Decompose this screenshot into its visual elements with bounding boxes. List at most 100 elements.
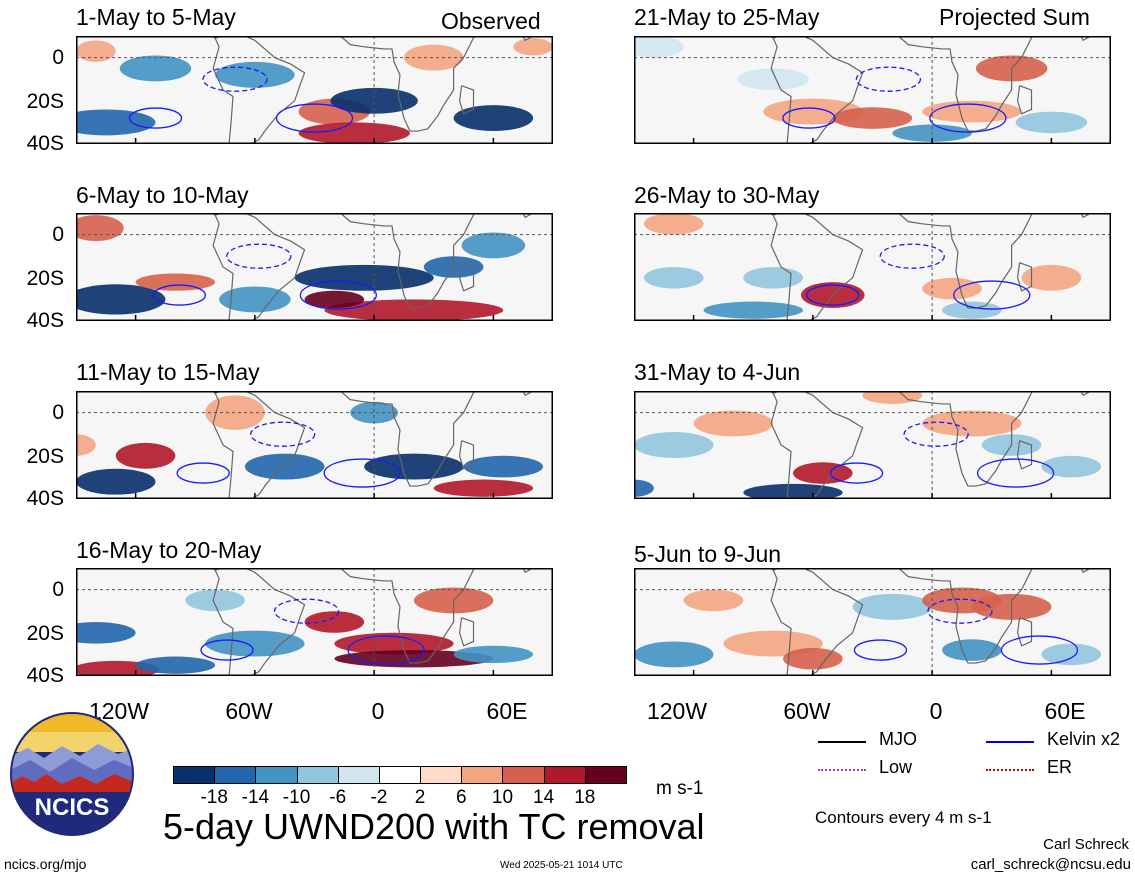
- anomaly-blob: [513, 38, 553, 56]
- map-frame: [634, 36, 1111, 144]
- coastline: [772, 568, 864, 676]
- contour-note: Contours every 4 m s-1: [815, 808, 992, 827]
- x-tick-0-right: 0: [929, 698, 943, 724]
- anomaly-blob: [453, 645, 534, 664]
- coastline: [212, 569, 234, 676]
- units-label: m s-1: [656, 778, 704, 799]
- kelvin-contour: [273, 598, 340, 624]
- panel-title-proj-3: 31-May to 4-Jun: [634, 359, 801, 385]
- anomaly-blob: [1021, 264, 1082, 291]
- colorbar-bin: [173, 766, 216, 784]
- coastline: [897, 213, 1034, 309]
- anomaly-blob: [852, 593, 933, 620]
- coastline: [339, 568, 476, 664]
- logo-text: NCICS: [35, 794, 110, 821]
- coastline: [339, 36, 476, 132]
- anomaly-blob: [219, 286, 291, 313]
- timestamp: Wed 2025-05-21 1014 UTC: [500, 860, 623, 871]
- map-frame: [634, 213, 1111, 321]
- colorbar-bin: [378, 766, 422, 784]
- legend-er-label: ER: [1047, 757, 1073, 777]
- anomaly-blob: [76, 622, 136, 644]
- y-tick-20s-row3: 20S: [26, 445, 64, 468]
- anomaly-blob: [76, 468, 156, 495]
- coastline: [212, 214, 234, 321]
- anomaly-blob: [298, 122, 410, 144]
- coastline: [1016, 617, 1033, 647]
- anomaly-blob: [942, 639, 1002, 661]
- map-frame: [76, 391, 553, 499]
- map-svg: [634, 391, 1111, 499]
- kelvin-contour: [299, 280, 378, 310]
- kelvin-contour: [323, 458, 401, 488]
- kelvin-contour: [929, 103, 1007, 133]
- map-panel-obs-2: [76, 213, 553, 321]
- y-tick-0-row1: 0: [52, 46, 64, 69]
- map-panel-proj-2: [634, 213, 1111, 321]
- coastline: [458, 262, 475, 292]
- anomaly-blob: [743, 483, 843, 499]
- anomaly-blob: [215, 61, 295, 88]
- panel-title-proj-2: 26-May to 30-May: [634, 182, 820, 208]
- main-title: 5-day UWND200 with TC removal: [163, 806, 705, 847]
- y-tick-20s-row4: 20S: [26, 622, 64, 645]
- colorbar-tick-label: 10: [491, 787, 514, 808]
- anomaly-blob: [76, 284, 166, 315]
- x-tick-60e-right: 60E: [1044, 698, 1086, 724]
- legend-low-label: Low: [879, 757, 913, 777]
- coastline: [458, 440, 475, 470]
- coastline: [214, 213, 306, 321]
- kelvin-contour: [953, 280, 1031, 310]
- kelvin-contour: [202, 66, 268, 92]
- map-svg: [76, 568, 553, 676]
- anomaly-blob: [76, 434, 96, 456]
- map-panel-obs-4: [76, 568, 553, 676]
- anomaly-blob: [304, 290, 365, 309]
- legend-mjo-line: [818, 741, 866, 743]
- kelvin-contour: [152, 284, 206, 306]
- anomaly-blob: [1041, 643, 1102, 666]
- panel-title-obs-1: 1-May to 5-May: [76, 4, 236, 30]
- coastline: [772, 213, 864, 321]
- colorbar-tick-label: -18: [200, 787, 228, 808]
- anomaly-blob: [942, 301, 1002, 319]
- panel-title-obs-3: 11-May to 15-May: [76, 359, 260, 385]
- x-tick-60w-left: 60W: [225, 698, 273, 724]
- anomaly-blob: [1041, 455, 1102, 478]
- coastline: [458, 85, 475, 115]
- coastline: [1016, 85, 1033, 115]
- y-tick-20s-row1: 20S: [26, 90, 64, 113]
- anomaly-blob: [793, 462, 853, 484]
- coastline: [1080, 391, 1092, 397]
- anomaly-blob: [634, 432, 714, 458]
- map-frame: [634, 568, 1111, 676]
- anomaly-blob: [205, 630, 305, 657]
- legend-kelvin-line: [986, 741, 1034, 743]
- colorbar-tick-label: -14: [241, 787, 270, 808]
- anomaly-blob: [783, 647, 843, 670]
- anomaly-blob: [703, 301, 803, 319]
- anomaly-blob: [433, 479, 534, 497]
- colorbar-bin: [543, 766, 586, 784]
- site-link[interactable]: ncics.org/mjo: [4, 856, 87, 872]
- anomaly-blob: [922, 410, 1022, 437]
- kelvin-contour: [927, 598, 993, 624]
- kelvin-contour: [176, 462, 230, 484]
- coastline: [1080, 568, 1092, 574]
- projected-sum-label: Projected Sum: [939, 4, 1090, 30]
- kelvin-contour: [226, 243, 292, 269]
- anomaly-blob: [693, 410, 774, 437]
- author-name: Carl Schreck: [1043, 836, 1129, 853]
- kelvin-contour: [347, 635, 425, 665]
- author-email[interactable]: carl_schreck@ncsu.edu: [970, 856, 1131, 873]
- coastline: [522, 568, 534, 574]
- anomaly-blob: [244, 453, 325, 480]
- anomaly-blob: [304, 611, 365, 633]
- anomaly-blob: [461, 232, 526, 259]
- y-tick-40s-row3: 40S: [26, 487, 64, 510]
- kelvin-contour: [806, 284, 860, 306]
- map-svg: [634, 213, 1111, 321]
- y-tick-20s-row2: 20S: [26, 267, 64, 290]
- kelvin-contour: [853, 639, 908, 661]
- anomaly-blob: [350, 401, 398, 424]
